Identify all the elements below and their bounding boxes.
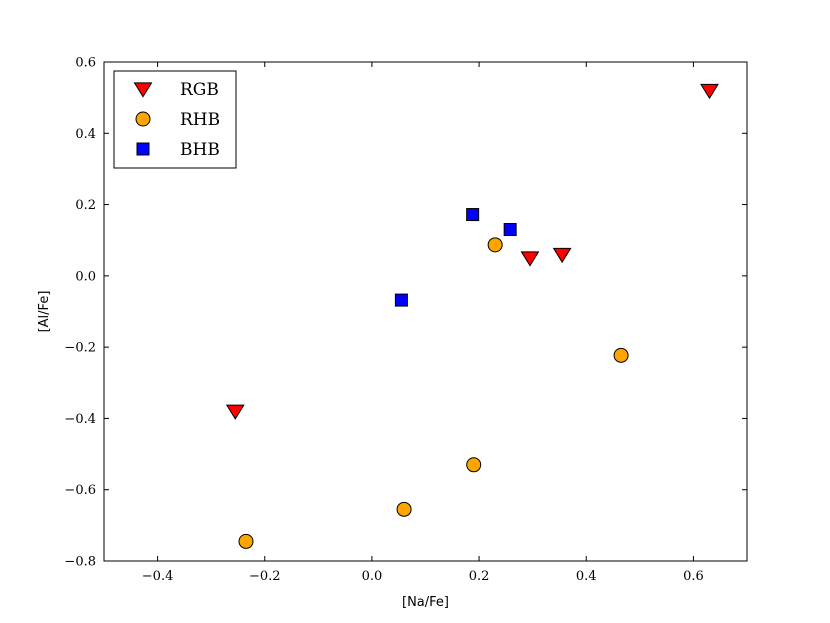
- rhb-point: [613, 347, 629, 363]
- y-tick-label: 0.6: [75, 56, 96, 71]
- x-tick-label: 0.0: [362, 569, 383, 584]
- y-tick-label: −0.6: [64, 483, 96, 498]
- x-tick-label: 0.6: [683, 569, 704, 584]
- legend-label-rhb: RHB: [180, 110, 220, 130]
- x-tick-label: −0.2: [249, 569, 281, 584]
- bhb-point: [466, 208, 480, 222]
- bhb-point: [394, 293, 408, 307]
- y-tick-label: 0.0: [75, 269, 96, 284]
- x-tick-label: 0.2: [469, 569, 490, 584]
- y-tick-label: −0.2: [64, 341, 96, 356]
- legend-label-bhb: BHB: [180, 140, 220, 160]
- rgb-point: [520, 251, 540, 267]
- x-tick-label: −0.4: [142, 569, 174, 584]
- y-tick-label: −0.8: [64, 555, 96, 570]
- rgb-point: [225, 404, 245, 420]
- tick-labels-layer: −0.4 −0.2 0.0 0.2 0.4 0.6 −0.8 −0.6 −0.4 −0.2 0.0 0…: [64, 56, 703, 585]
- rhb-point: [238, 533, 254, 549]
- y-tick-label: 0.2: [75, 198, 96, 213]
- bhb-point: [503, 223, 517, 237]
- y-tick-label: 0.4: [75, 127, 96, 142]
- rhb-point: [396, 501, 412, 517]
- legend-marker-bhb: [136, 142, 150, 156]
- rgb-point: [700, 83, 719, 100]
- x-axis-label: [Na/Fe]: [402, 595, 449, 610]
- rgb-point: [552, 247, 572, 264]
- legend-marker-rhb: [135, 111, 151, 127]
- legend-marker-rgb: [133, 82, 153, 98]
- legend: RGB RHB BHB: [113, 70, 237, 169]
- y-tick-label: −0.4: [64, 412, 96, 427]
- rhb-point: [487, 237, 503, 253]
- x-tick-label: 0.4: [576, 569, 597, 584]
- rhb-point: [466, 457, 482, 473]
- y-axis-label: [Al/Fe]: [37, 291, 52, 333]
- legend-box: [113, 70, 237, 169]
- legend-label-rgb: RGB: [180, 80, 219, 100]
- plot-frame: [103, 61, 748, 562]
- points-layer: [225, 83, 719, 549]
